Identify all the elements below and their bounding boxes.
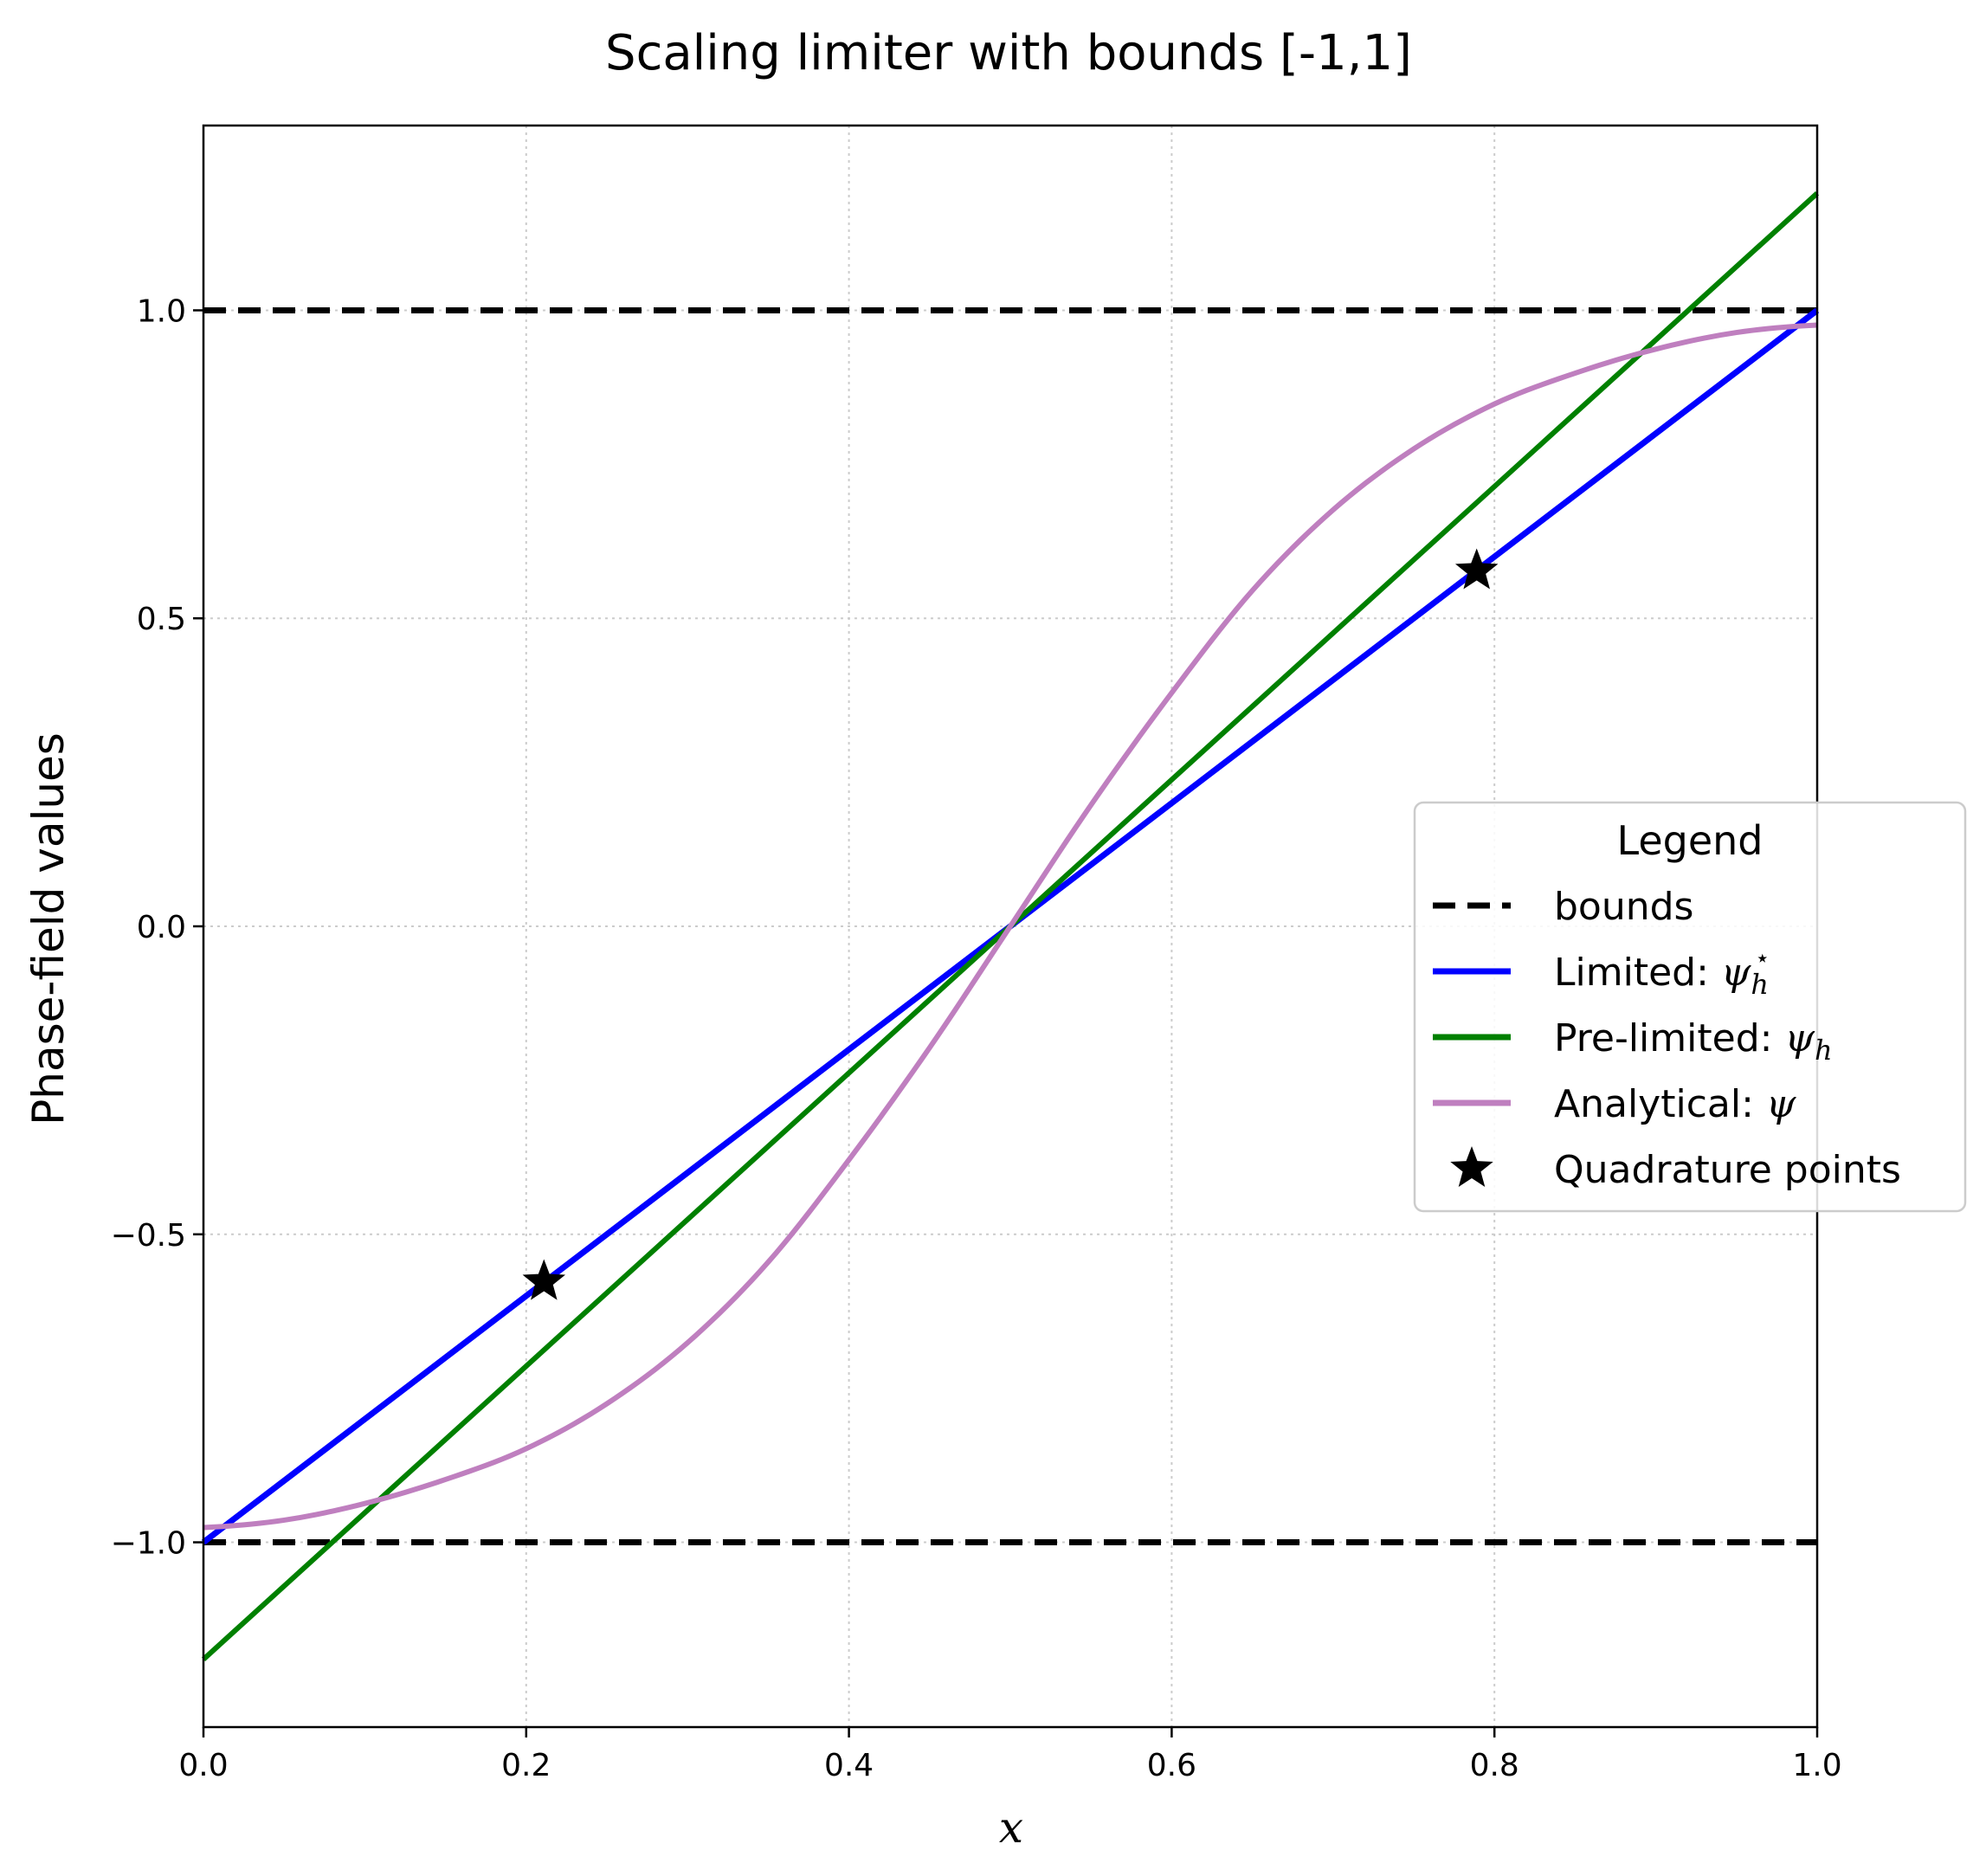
x-tick-label-3: 0.6: [1147, 1748, 1196, 1783]
legend: Legend bounds Limited: ψh⋆ Pre-limited: ψh…: [1413, 801, 1967, 1213]
legend-swatch-quadrature: [1450, 1146, 1493, 1188]
quadrature-point-1: [1454, 548, 1499, 590]
chart-title: Scaling limiter with bounds [-1,1]: [605, 25, 1412, 81]
legend-label-limited: Limited: ψh⋆: [1554, 944, 1770, 1001]
quadrature-markers: [522, 548, 1499, 1300]
y-tick-label-3: 0.5: [137, 602, 186, 637]
legend-entry-quadrature: Quadrature points: [1450, 1146, 1901, 1192]
legend-label-analytical: Analytical: ψ: [1554, 1082, 1796, 1126]
x-tick-label-0: 0.0: [178, 1748, 228, 1783]
quadrature-point-0: [522, 1259, 566, 1300]
y-tick-label-0: −1.0: [111, 1526, 186, 1562]
plot-series: [201, 191, 1820, 1661]
legend-entry-analytical: Analytical: ψ: [1433, 1082, 1796, 1126]
x-tick-label-5: 1.0: [1792, 1748, 1841, 1783]
legend-label-bounds: bounds: [1554, 885, 1693, 929]
series-analytical-line: [203, 322, 1818, 1531]
x-tick-label-4: 0.8: [1470, 1748, 1519, 1783]
legend-label-pre-limited: Pre-limited: ψh: [1554, 1016, 1833, 1067]
legend-entries: bounds Limited: ψh⋆ Pre-limited: ψh Analyti…: [1433, 885, 1901, 1192]
legend-box: [1413, 801, 1967, 1213]
y-tick-label-1: −0.5: [111, 1218, 186, 1254]
y-tick-label-4: 1.0: [137, 293, 186, 329]
x-axis-label: x: [999, 1802, 1023, 1853]
legend-entry-limited: Limited: ψh⋆: [1433, 944, 1770, 1001]
legend-title: Legend: [1617, 817, 1764, 864]
legend-entry-bounds: bounds: [1433, 885, 1693, 929]
x-tick-label-2: 0.4: [824, 1748, 874, 1783]
legend-label-quadrature: Quadrature points: [1554, 1148, 1901, 1192]
axis-ticks: 0.0 0.2 0.4 0.6 0.8 1.0 −1.0 −0.5 0.0 0.5 1.0: [111, 293, 1842, 1783]
y-tick-label-2: 0.0: [137, 910, 186, 945]
y-axis-label: Phase-field values: [23, 732, 74, 1125]
legend-entry-pre-limited: Pre-limited: ψh: [1433, 1016, 1833, 1067]
x-tick-label-1: 0.2: [501, 1748, 551, 1783]
